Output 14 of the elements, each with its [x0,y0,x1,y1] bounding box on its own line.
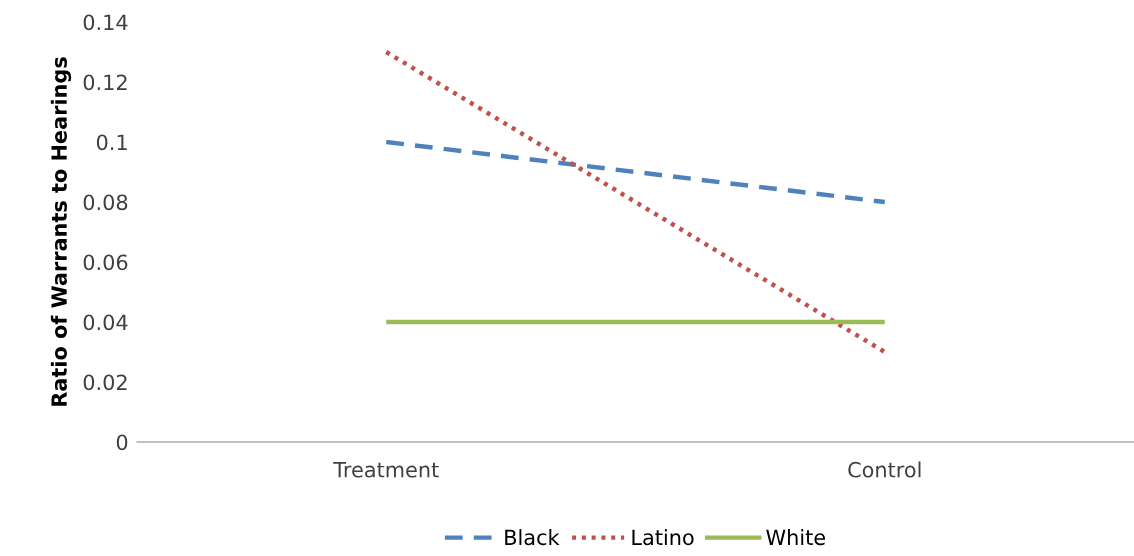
x-tick-label: Control [848,461,921,478]
y-axis-title: Ratio of Warrants to Hearings [50,57,72,406]
y-tick-label: 0.14 [83,14,128,31]
legend-label: Latino [632,529,694,546]
y-tick-label: 0.1 [96,134,127,151]
legend-label: Black [505,529,560,546]
y-tick-label: 0.08 [83,194,128,211]
x-tick-label: Treatment [333,462,439,478]
y-tick-label: 0.02 [83,374,127,391]
legend-label: White [766,529,825,546]
y-tick-label: 0.04 [83,314,128,331]
y-tick-label: 0.06 [83,254,128,271]
y-tick-label: 0 [116,434,128,451]
y-tick-label: 0.12 [83,74,127,91]
